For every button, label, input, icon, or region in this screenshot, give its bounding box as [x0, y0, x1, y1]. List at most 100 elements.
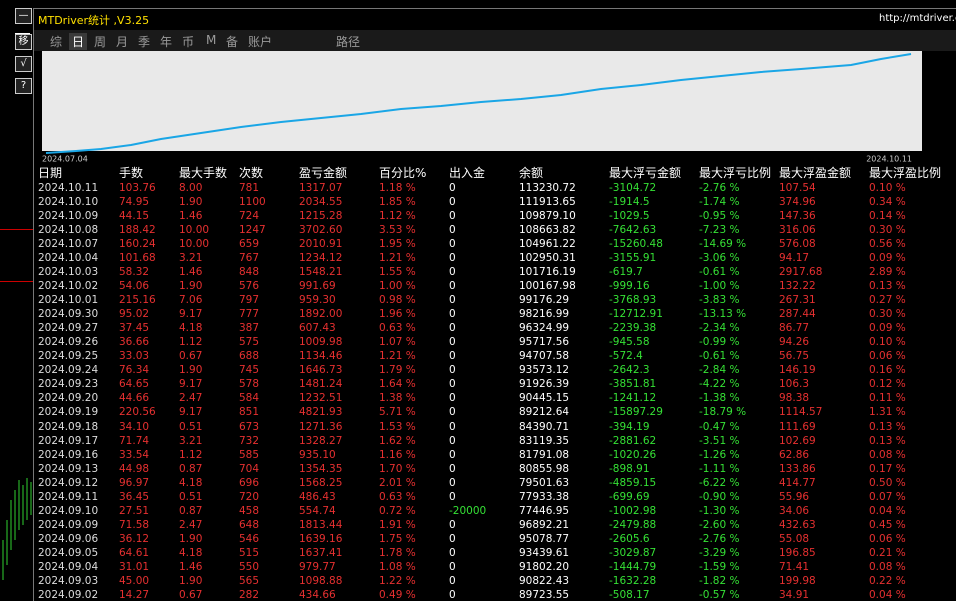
table-cell: 62.86	[779, 448, 809, 462]
table-cell: 1.90	[179, 195, 202, 209]
table-cell: 107.54	[779, 181, 816, 195]
table-cell: 745	[239, 363, 259, 377]
table-cell: 0	[449, 223, 456, 237]
table-cell: 1.22 %	[379, 574, 416, 588]
table-cell: 287.44	[779, 307, 816, 321]
side-button[interactable]: ?	[15, 78, 32, 94]
table-cell: 9.17	[179, 307, 202, 321]
table-cell: 0.14 %	[869, 209, 906, 223]
table-cell: 106.3	[779, 377, 809, 391]
table-cell: 58.32	[119, 265, 149, 279]
table-cell: 576.08	[779, 237, 816, 251]
table-cell: 1317.07	[299, 181, 342, 195]
url[interactable]: http://mtdriver.cc	[879, 13, 956, 24]
table-cell: 659	[239, 237, 259, 251]
table-cell: 576	[239, 279, 259, 293]
table-cell: -619.7	[609, 265, 643, 279]
table-cell: 0.30 %	[869, 223, 906, 237]
table-cell: 89723.55	[519, 588, 569, 601]
tab[interactable]: 年	[160, 33, 172, 50]
table-cell: 1813.44	[299, 518, 342, 532]
table-cell: 1.95 %	[379, 237, 416, 251]
table-cell: 0.45 %	[869, 518, 906, 532]
tab[interactable]: 月	[116, 33, 128, 50]
table-cell: 0.07 %	[869, 490, 906, 504]
tab[interactable]: 综	[50, 33, 62, 50]
table-cell: 1481.24	[299, 377, 342, 391]
table-cell: 0.49 %	[379, 588, 416, 601]
table-cell: 1.00 %	[379, 279, 416, 293]
table-cell: -2.84 %	[699, 363, 739, 377]
table-cell: 1.12	[179, 335, 202, 349]
table-cell: 109879.10	[519, 209, 576, 223]
table-cell: -1632.28	[609, 574, 656, 588]
table-cell: 0	[449, 279, 456, 293]
title-bar: MTDriver统计 ,V3.25 http://mtdriver.cc	[34, 9, 956, 29]
side-button[interactable]: 移	[15, 34, 32, 50]
tab[interactable]: M	[206, 33, 216, 47]
table-cell: 4821.93	[299, 405, 342, 419]
table-cell: 36.45	[119, 490, 149, 504]
table-cell: 76.34	[119, 363, 149, 377]
tab[interactable]: 路径	[336, 33, 360, 50]
table-cell: 1548.21	[299, 265, 342, 279]
table-cell: 4.18	[179, 546, 202, 560]
table-cell: 2.01 %	[379, 476, 416, 490]
tab[interactable]: 季	[138, 33, 150, 50]
table-cell: 515	[239, 546, 259, 560]
table-cell: 98.38	[779, 391, 809, 405]
table-cell: 98216.99	[519, 307, 569, 321]
table-cell: 93573.12	[519, 363, 569, 377]
tab[interactable]: 备	[226, 33, 238, 50]
table-cell: 2024.10.04	[38, 251, 98, 265]
table-cell: 0.34 %	[869, 195, 906, 209]
table-cell: 0.04 %	[869, 504, 906, 518]
side-button[interactable]: —	[15, 8, 32, 24]
table-cell: -1.82 %	[699, 574, 739, 588]
table-cell: 104961.22	[519, 237, 576, 251]
table-cell: -1444.79	[609, 560, 656, 574]
table-cell: 56.75	[779, 349, 809, 363]
table-cell: 0.10 %	[869, 181, 906, 195]
table-cell: 0.10 %	[869, 335, 906, 349]
tab[interactable]: 日	[69, 33, 87, 50]
side-button[interactable]: √	[15, 56, 32, 72]
table-cell: 2024.09.30	[38, 307, 98, 321]
table-cell: -999.16	[609, 279, 650, 293]
table-cell: 0.50 %	[869, 476, 906, 490]
price-line	[0, 281, 33, 282]
table-cell: -4.22 %	[699, 377, 739, 391]
table-cell: 688	[239, 349, 259, 363]
tab[interactable]: 周	[94, 33, 106, 50]
table-cell: 1.79 %	[379, 363, 416, 377]
table-cell: 0	[449, 405, 456, 419]
table-cell: 432.63	[779, 518, 816, 532]
table-cell: 81791.08	[519, 448, 569, 462]
table-cell: 77446.95	[519, 504, 569, 518]
table-cell: -0.47 %	[699, 420, 739, 434]
table-cell: 282	[239, 588, 259, 601]
table-cell: -0.99 %	[699, 335, 739, 349]
table-cell: -3851.81	[609, 377, 656, 391]
table-cell: 2024.09.18	[38, 420, 98, 434]
table-cell: 1328.27	[299, 434, 342, 448]
table-cell: 1.18 %	[379, 181, 416, 195]
table-cell: 0	[449, 195, 456, 209]
table-cell: 1.78 %	[379, 546, 416, 560]
table-cell: -3.06 %	[699, 251, 739, 265]
table-cell: 3702.60	[299, 223, 342, 237]
table-cell: -394.19	[609, 420, 650, 434]
table-cell: 578	[239, 377, 259, 391]
table-cell: 732	[239, 434, 259, 448]
tab[interactable]: 账户	[248, 33, 272, 50]
table-cell: 935.10	[299, 448, 336, 462]
table-cell: -0.95 %	[699, 209, 739, 223]
table-cell: 0	[449, 391, 456, 405]
table-cell: 45.00	[119, 574, 149, 588]
table-cell: 5.71 %	[379, 405, 416, 419]
table-cell: -6.22 %	[699, 476, 739, 490]
table-cell: 0.51	[179, 490, 202, 504]
table-cell: 55.96	[779, 490, 809, 504]
tab[interactable]: 币	[182, 33, 194, 50]
table-cell: 720	[239, 490, 259, 504]
